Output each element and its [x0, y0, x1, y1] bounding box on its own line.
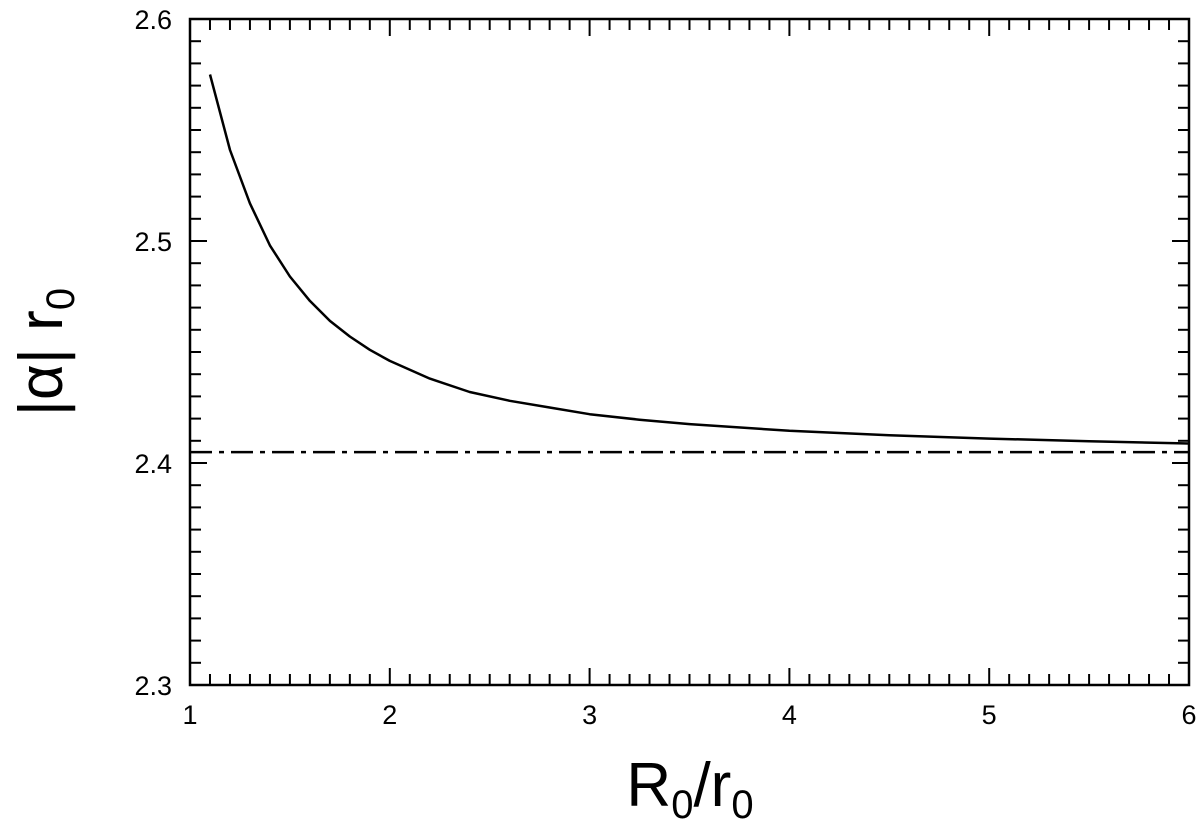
x-axis-title: R0/r0: [626, 751, 753, 827]
y-tick-label: 2.5: [134, 227, 172, 257]
x-axis-title-mid: /r: [693, 751, 731, 820]
y-axis-title: |α| r0: [7, 288, 83, 416]
x-axis-title-sub: 0: [671, 783, 693, 827]
x-tick-label: 4: [782, 700, 797, 730]
axis-ticks: [189, 18, 1190, 686]
data-series: [190, 74, 1190, 454]
series-line: [208, 74, 1190, 445]
x-tick-label: 3: [582, 700, 597, 730]
y-axis-title-sub: 0: [39, 288, 83, 310]
y-tick-label: 2.4: [134, 449, 172, 479]
x-tick-label: 5: [982, 700, 997, 730]
y-tick-label: 2.3: [134, 671, 172, 701]
y-tick-label: 2.6: [134, 5, 172, 35]
tick-labels: 1 2 3 4 5 6 2.3 2.4 2.5 2.6: [134, 5, 1196, 730]
x-axis-title-main: R: [626, 751, 671, 820]
x-tick-label: 6: [1181, 700, 1196, 730]
x-axis-title-sub2: 0: [731, 783, 753, 827]
plot-frame: [188, 17, 1191, 687]
y-axis-title-main: |α| r: [7, 310, 76, 416]
x-tick-label: 2: [382, 700, 397, 730]
x-tick-label: 1: [182, 700, 197, 730]
